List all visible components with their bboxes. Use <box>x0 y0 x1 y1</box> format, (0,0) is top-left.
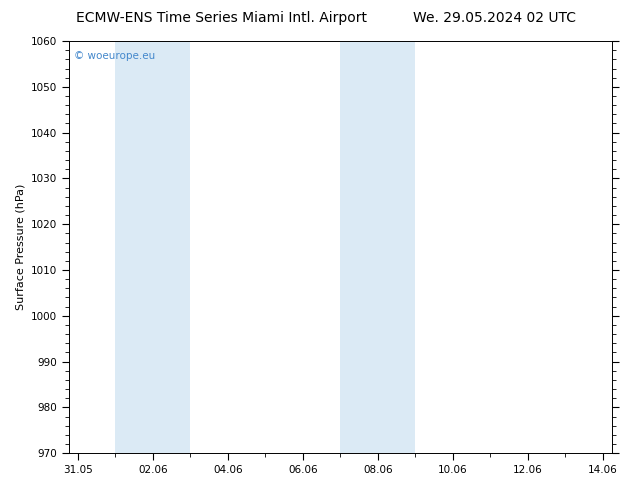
Bar <box>340 41 415 453</box>
Y-axis label: Surface Pressure (hPa): Surface Pressure (hPa) <box>15 184 25 310</box>
Text: ECMW-ENS Time Series Miami Intl. Airport: ECMW-ENS Time Series Miami Intl. Airport <box>77 11 367 25</box>
Text: © woeurope.eu: © woeurope.eu <box>74 51 155 61</box>
Text: We. 29.05.2024 02 UTC: We. 29.05.2024 02 UTC <box>413 11 576 25</box>
Bar <box>115 41 190 453</box>
